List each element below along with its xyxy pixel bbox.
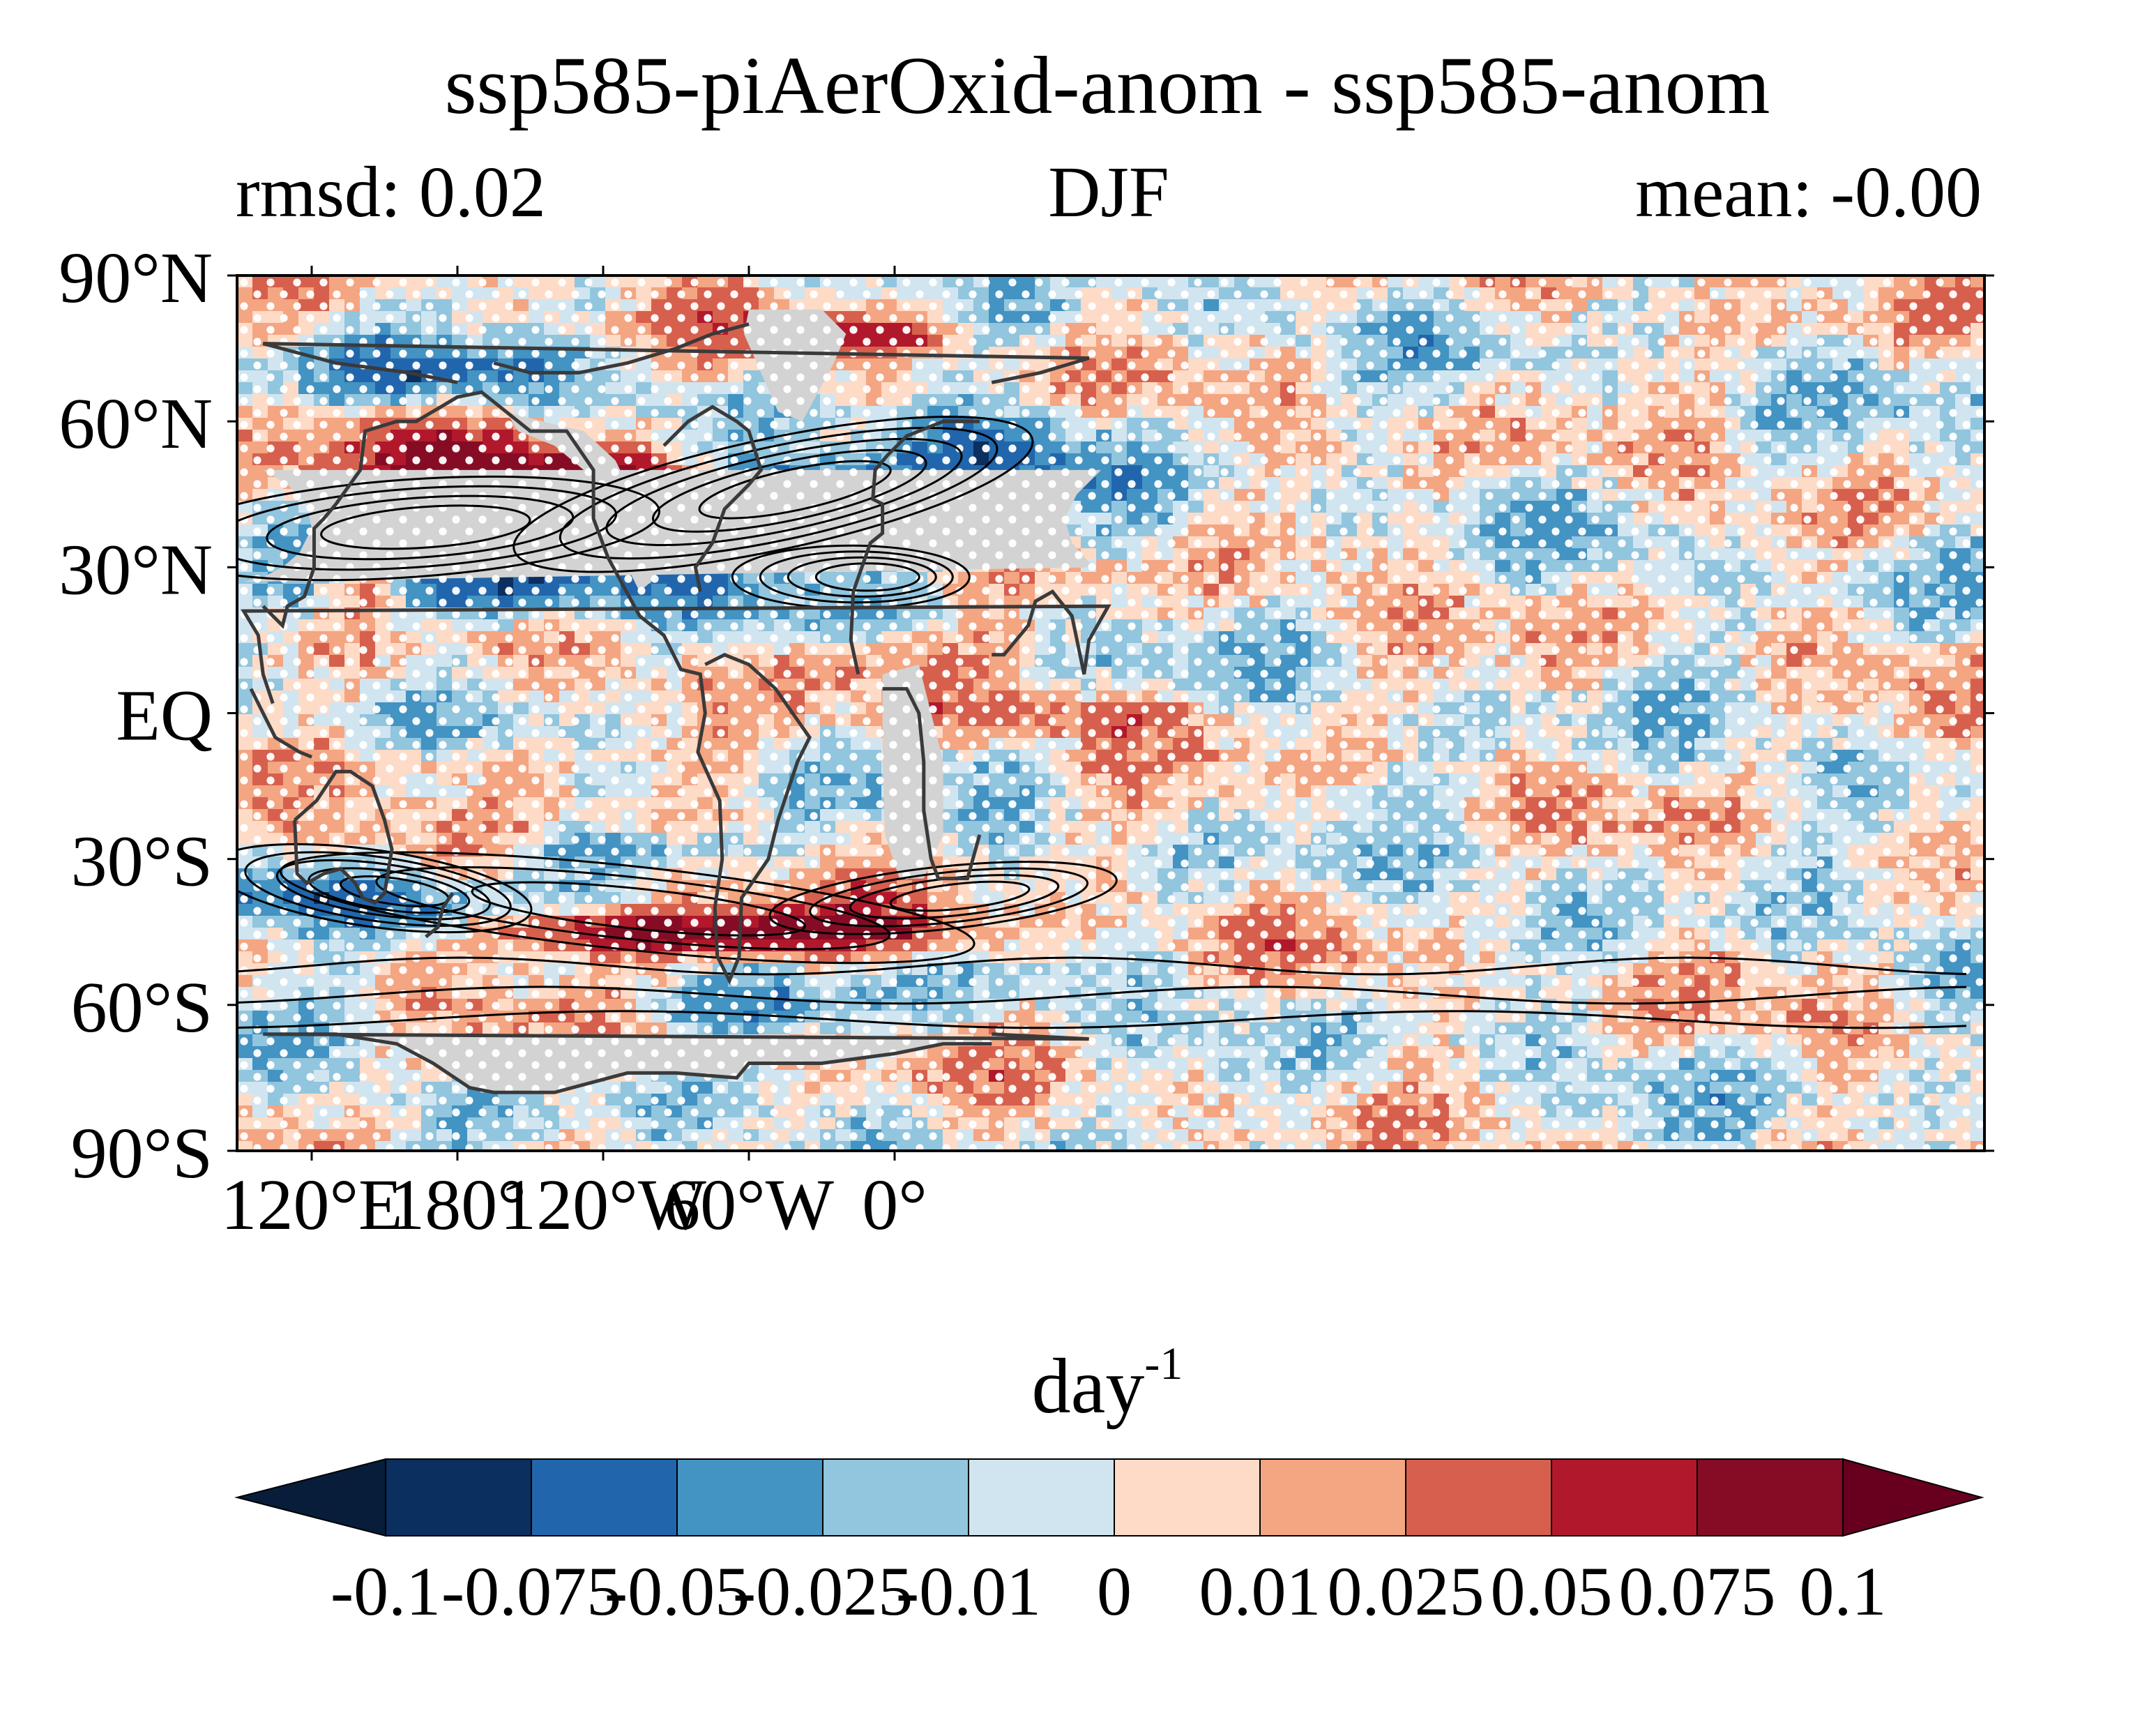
rmsd-label: rmsd: 0.02 [236, 152, 546, 232]
coast-indonesia [249, 688, 312, 759]
colorbar-tick-label: 0.1 [1800, 1553, 1887, 1630]
coast-antarctica [263, 1032, 1089, 1094]
contour-southern-ocean [237, 1010, 1967, 1029]
colorbar-swatch [676, 1458, 823, 1537]
colorbar-tick-label: -0.1 [331, 1553, 441, 1630]
contour-north-africa [814, 562, 920, 592]
map-ticks [227, 266, 1994, 1161]
contour-north-africa [759, 550, 954, 604]
colorbar-tick-label: -0.05 [605, 1553, 750, 1630]
coast-arctic-siberia [262, 342, 1090, 384]
colorbar-tick-label: 0.075 [1619, 1553, 1776, 1630]
contour-north-pacific [237, 475, 660, 582]
colorbar-tick-label: 0.01 [1199, 1553, 1321, 1630]
colorbar-swatch [1696, 1458, 1844, 1537]
lon-label: 180° [388, 1165, 526, 1245]
contour-australia [275, 859, 492, 921]
colorbar-swatch [1114, 1458, 1261, 1537]
colorbar-label-exponent: -1 [1144, 1338, 1183, 1389]
figure-title: ssp585-piAerOxid-anom - ssp585-anom [445, 40, 1770, 131]
lon-label: 120°E [220, 1165, 402, 1245]
season-label: DJF [1048, 152, 1169, 232]
lat-label: 90°S [71, 1113, 213, 1193]
coastlines [241, 322, 1111, 1094]
coast-new-zealand [425, 892, 455, 939]
contour-north-atlantic [651, 448, 927, 533]
coast-south-asia [241, 589, 1111, 704]
climatology-contours [237, 416, 1967, 1029]
contour-australia [308, 867, 471, 914]
significance-stippling [237, 275, 1984, 1151]
coast-pacific-rim [261, 390, 812, 986]
contour-south-pacific [375, 866, 891, 951]
mean-label: mean: -0.00 [1635, 152, 1982, 232]
lat-label: 60°S [71, 967, 213, 1048]
lat-label: 30°N [59, 529, 213, 610]
contour-north-atlantic [513, 416, 1034, 573]
contour-north-atlantic [605, 437, 963, 547]
colorbar-swatch [1405, 1458, 1552, 1537]
contour-north-atlantic [698, 460, 892, 520]
coast-arctic-canada [493, 322, 750, 375]
colorbar-swatch [1551, 1458, 1698, 1537]
coast-africa-west [882, 687, 982, 881]
colorbar-swatches [234, 1458, 1984, 1537]
colorbar-swatch [968, 1458, 1115, 1537]
colorbar-tick-label: 0.05 [1491, 1553, 1613, 1630]
colorbar-tick-labels: -0.1 -0.075-0.05-0.025-0.01 0 0.01 0.025 0.05… [331, 1553, 1887, 1630]
coast-australia [293, 769, 394, 905]
colorbar-swatch [1259, 1458, 1406, 1537]
contour-north-pacific [320, 504, 531, 550]
lat-label: 60°N [59, 384, 213, 464]
colorbar-tick-label: -0.01 [896, 1553, 1041, 1630]
contour-south-africa [889, 880, 1031, 912]
colorbar-swatch [822, 1458, 969, 1537]
contour-south-africa [809, 867, 1089, 928]
latitude-labels: 90°N 60°N 30°N EQ 30°S 60°S 90°S [59, 238, 213, 1193]
colorbar-swatch [385, 1458, 532, 1537]
colorbar-tick-label: 0 [1097, 1553, 1132, 1630]
contour-north-africa [787, 556, 937, 598]
contour-australia [237, 843, 533, 934]
coast-north-atlantic-west [662, 405, 764, 592]
colorbar: day-1 -0.1 -0.075-0.05-0.025-0.01 0 0.01 0.0… [234, 1338, 1984, 1630]
lon-label: 60°W [664, 1165, 834, 1245]
contour-north-pacific [266, 494, 575, 561]
colorbar-tick-label: -0.075 [441, 1553, 621, 1630]
contour-south-pacific [471, 881, 806, 937]
contour-southern-ocean [237, 956, 1967, 976]
colorbar-tick-label: -0.025 [733, 1553, 913, 1630]
colorbar-under-arrow [234, 1458, 386, 1537]
contour-north-atlantic [559, 426, 999, 560]
lat-label: EQ [116, 676, 213, 756]
contour-south-pacific [280, 851, 975, 965]
colorbar-tick-label: 0.025 [1328, 1553, 1485, 1630]
colorbar-over-arrow [1842, 1458, 1984, 1537]
colorbar-label: day-1 [1032, 1338, 1183, 1430]
coast-north-atlantic-east [849, 419, 980, 675]
lon-label: 0° [862, 1165, 927, 1245]
map-panel: 90°N 60°N 30°N EQ 30°S 60°S 90°S 120°E180°120°… [59, 238, 1994, 1245]
lon-label: 120°W [500, 1165, 706, 1245]
lat-label: 30°S [71, 822, 213, 902]
contour-southern-ocean [237, 986, 1967, 1005]
colorbar-swatch [531, 1458, 678, 1537]
lat-label: 90°N [59, 238, 213, 318]
contour-south-africa [768, 861, 1118, 935]
